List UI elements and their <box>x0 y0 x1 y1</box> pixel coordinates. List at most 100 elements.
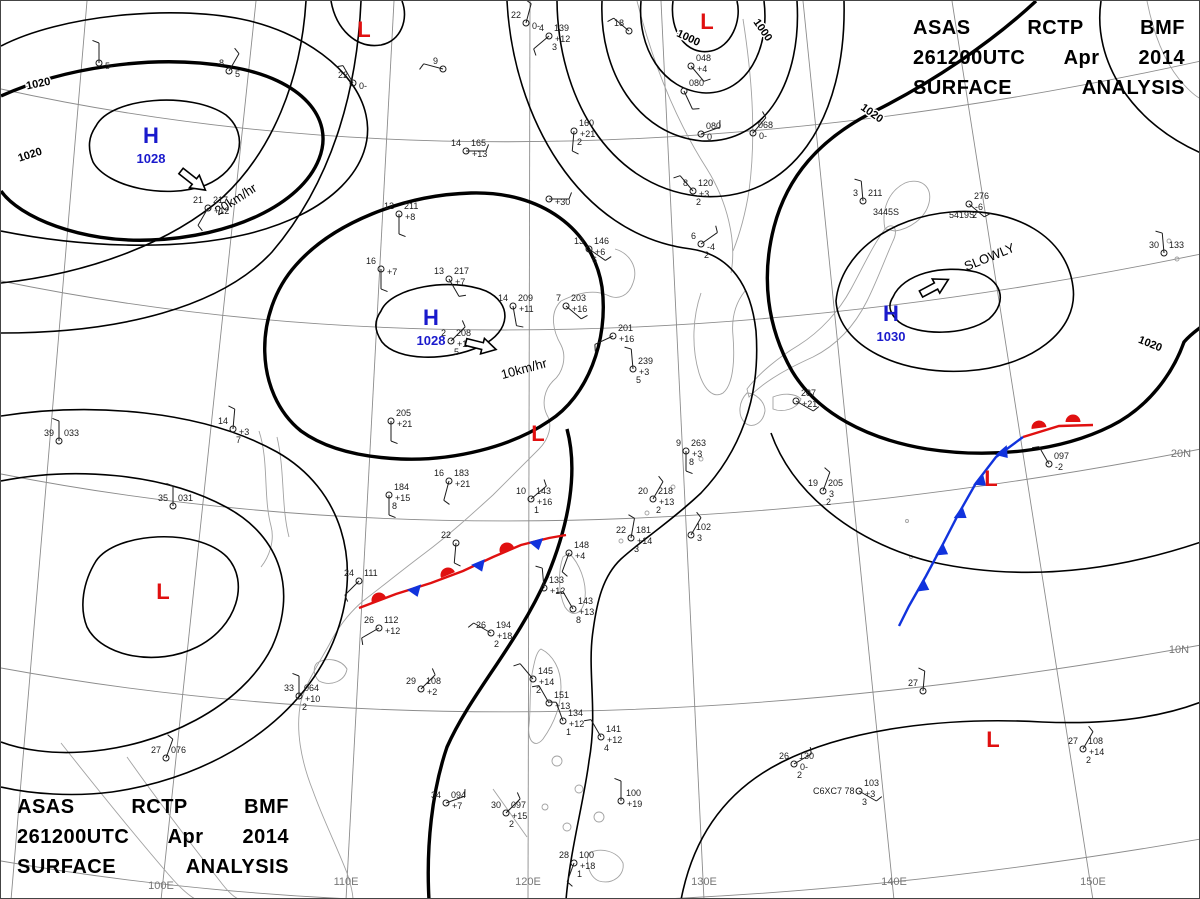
station-circle-icon <box>447 337 455 345</box>
station-temp: 34 <box>431 790 441 800</box>
wind-barb-feather-icon <box>361 637 364 645</box>
high-value: 1028 <box>417 333 446 348</box>
wind-barb-feather-icon <box>467 622 474 628</box>
station-tendency: +21 <box>397 419 412 429</box>
wind-barb-icon <box>443 480 450 501</box>
station-temp: 21 <box>193 195 203 205</box>
coastline <box>732 18 754 252</box>
station-pressure: 031 <box>178 493 193 503</box>
station-pressure: 080 <box>706 121 721 131</box>
station-pressure: 112 <box>384 615 398 625</box>
station-pressure: 205 <box>828 478 843 488</box>
station-pressure: 217 <box>454 266 469 276</box>
station-tendency: +16 <box>572 304 587 314</box>
wind-barb-icon <box>450 326 466 342</box>
cold-front-symbol <box>528 538 544 551</box>
station-plot: 22 181+143 <box>616 514 652 554</box>
island <box>593 811 605 823</box>
station-temp: 6 <box>691 231 696 241</box>
station-tendency: 0- <box>532 21 540 31</box>
station-temp: 8 <box>683 178 688 188</box>
chart-title-line2: 261200UTC Apr 2014 <box>913 47 1185 69</box>
isobar-path <box>506 1 758 898</box>
wind-barb-feather-icon <box>824 467 831 473</box>
station-tendency: +12 <box>385 626 400 636</box>
station-tendency: +8 <box>405 212 415 222</box>
station-circle-icon <box>697 130 705 138</box>
station-plot: 22 0- <box>511 1 540 31</box>
station-circle-icon <box>569 605 577 613</box>
chart-title-line3: SURFACE ANALYSIS <box>913 77 1185 99</box>
coastline <box>693 290 746 396</box>
station-extra: 3 <box>862 797 867 807</box>
station-extra: 5 <box>454 347 459 357</box>
station-circle-icon <box>749 129 757 137</box>
isobar-path-1020 <box>426 428 574 898</box>
station-pressure: 102 <box>696 522 711 532</box>
island <box>562 822 572 832</box>
station-temp: 12 <box>384 201 394 211</box>
island <box>551 755 563 767</box>
wind-barb-icon <box>590 719 602 738</box>
warm-front-symbol <box>371 592 387 603</box>
station-temp: 13 <box>574 236 584 246</box>
coastline <box>528 648 562 744</box>
station-pressure: 146 <box>594 236 609 246</box>
wind-barb-feather-icon <box>876 796 883 802</box>
station-pressure: 111 <box>364 568 378 578</box>
wind-barb-icon <box>232 409 236 430</box>
station-circle-icon <box>1079 745 1087 753</box>
wind-barb-feather-icon <box>513 663 521 667</box>
station-plot: 29 108+2 <box>406 668 441 697</box>
wind-barb-feather-icon <box>543 479 547 487</box>
station-pressure: 217 <box>213 195 228 205</box>
station-plot: 184+158 <box>385 482 410 519</box>
station-pressure: 120 <box>698 178 713 188</box>
station-plot: 16 +7 <box>366 256 397 293</box>
station-extra: 8 <box>689 457 694 467</box>
station-tendency: +15 <box>395 493 410 503</box>
wind-barb-icon <box>860 181 864 202</box>
station-plot: 18 <box>607 17 633 35</box>
station-temp: 10 <box>516 486 526 496</box>
wind-barb-feather-icon <box>390 440 398 445</box>
isobar-value-label: 1020 <box>25 76 51 93</box>
warm-front-symbol <box>1065 414 1081 422</box>
station-circle-icon <box>529 675 537 683</box>
longitude-line <box>527 1 531 898</box>
station-extra: 8 <box>392 501 397 511</box>
isobar-value-label: 1020 <box>858 102 885 126</box>
station-temp: 35 <box>158 493 168 503</box>
wind-barb-feather-icon <box>1032 446 1040 449</box>
station-tendency: +21 <box>802 399 817 409</box>
high-symbol: H <box>143 123 159 148</box>
latitude-line <box>1 448 1199 522</box>
coastline <box>883 180 931 232</box>
station-pressure: 100 <box>579 850 594 860</box>
longitude-label: 150E <box>1080 876 1106 888</box>
isobar-value-label: 1020 <box>1137 334 1164 354</box>
station-tendency: +13 <box>472 149 487 159</box>
wind-barb-feather-icon <box>568 192 573 200</box>
wind-barb-feather-icon <box>516 325 524 328</box>
station-plot: 13 217+7 <box>434 266 469 297</box>
ship-id-label: C6XC7 78 <box>813 786 855 796</box>
station-tendency: 0- <box>759 131 767 141</box>
station-plot: 26 194+182 <box>467 620 512 649</box>
station-temp: 27 <box>908 678 918 688</box>
wind-barb-icon <box>533 35 550 50</box>
wind-barb-feather-icon <box>535 565 543 569</box>
wind-barb-feather-icon <box>197 225 203 232</box>
station-pressure: 211 <box>868 188 882 198</box>
station-pressure: 239 <box>638 356 653 366</box>
wind-barb-icon <box>793 753 812 765</box>
station-tendency: +14 <box>637 536 652 546</box>
wind-barb-feather-icon <box>419 63 425 70</box>
station-circle-icon <box>355 577 363 585</box>
station-pressure: 133 <box>549 575 564 585</box>
station-temp: 30 <box>491 800 501 810</box>
station-tendency: +21 <box>580 129 595 139</box>
longitude-label: 120E <box>515 876 541 888</box>
